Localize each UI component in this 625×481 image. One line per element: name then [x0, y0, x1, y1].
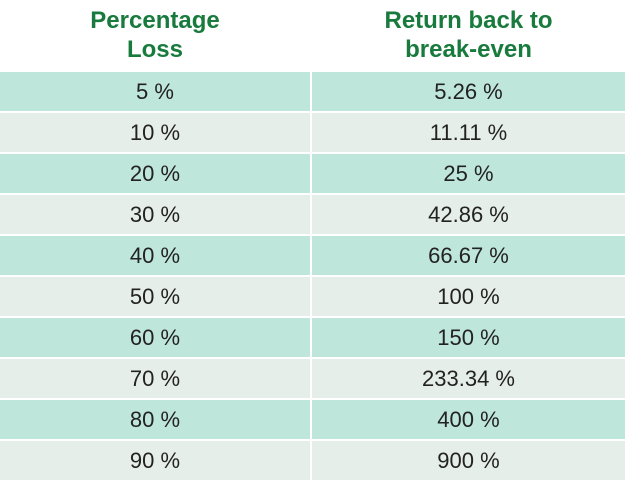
table-row: 30 % 42.86 %	[0, 193, 625, 234]
header-cell: Return back to break-even	[312, 0, 625, 70]
table-cell: 900 %	[437, 447, 500, 473]
table-row: 40 % 66.67 %	[0, 234, 625, 275]
table-cell: 150 %	[437, 324, 500, 350]
table-row: 10 % 11.11 %	[0, 111, 625, 152]
table-cell: 40 %	[0, 236, 312, 275]
table-cell: 5 %	[0, 72, 312, 111]
table-row: 5 % 5.26 %	[0, 70, 625, 111]
table-row: 20 % 25 %	[0, 152, 625, 193]
table-cell: 25 %	[443, 160, 494, 186]
table-cell: 70 %	[0, 359, 312, 398]
table-cell: 10 %	[0, 113, 312, 152]
table-cell: 50 %	[0, 277, 312, 316]
table-cell: 66.67 %	[428, 242, 509, 268]
table-cell: 400 %	[437, 406, 500, 432]
table-header: Percentage Loss Return back to break-eve…	[0, 0, 625, 70]
table-row: 80 % 400 %	[0, 398, 625, 439]
table-cell: 20 %	[0, 154, 312, 193]
table-row: 70 % 233.34 %	[0, 357, 625, 398]
header-text: Return back to break-even	[384, 7, 553, 63]
table-cell: 80 %	[0, 400, 312, 439]
table-cell: 90 %	[0, 441, 312, 480]
table-cell: 42.86 %	[428, 201, 509, 227]
header-text: Percentage Loss	[90, 7, 220, 63]
table-cell: 30 %	[0, 195, 312, 234]
table-row: 50 % 100 %	[0, 275, 625, 316]
table-cell: 60 %	[0, 318, 312, 357]
table-cell: 100 %	[437, 283, 500, 309]
table-row: 60 % 150 %	[0, 316, 625, 357]
table-body: 5 % 5.26 % 10 % 11.11 % 20 % 25 % 30 % 42.86 % 4…	[0, 70, 625, 480]
table-cell: 233.34 %	[422, 365, 515, 391]
table-cell: 11.11 %	[429, 119, 508, 145]
table-row: 90 % 900 %	[0, 439, 625, 480]
header-cell: Percentage Loss	[0, 0, 312, 70]
table-cell: 5.26 %	[434, 78, 503, 104]
